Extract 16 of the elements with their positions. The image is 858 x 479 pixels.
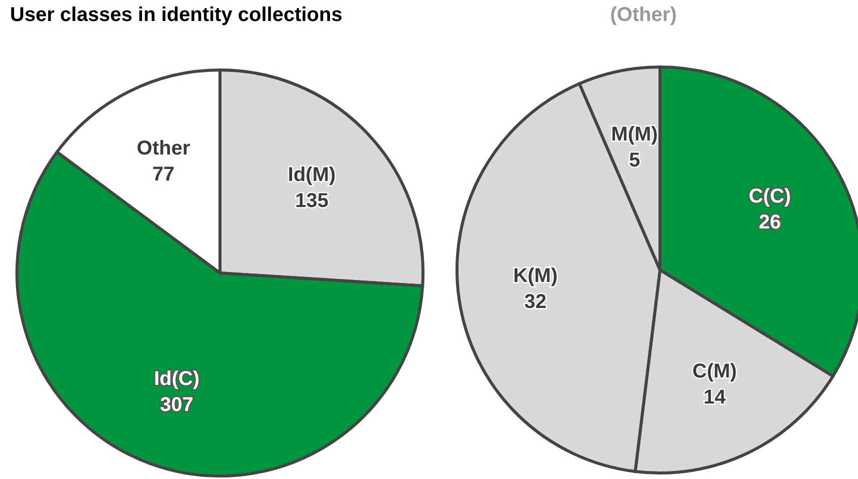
chart-title: (Other) [609,4,678,27]
slice-label: K(M) [513,264,558,287]
data-label: 307 [160,394,194,416]
slice-label: Id(M) [288,164,336,186]
slice-label: C(M) [692,360,737,382]
slice-label: C(C) [748,186,791,208]
data-label: 26 [758,212,781,234]
data-label: 14 [703,386,727,408]
data-label: 32 [524,290,547,313]
data-label: 5 [628,150,640,172]
data-label: 135 [295,190,328,212]
chart-title: User classes in identity collections [10,4,344,27]
slice-label: Other [136,138,190,160]
slice-label: Id(C) [154,368,200,390]
slice-label: M(M) [611,124,658,146]
data-label: 77 [152,164,175,186]
